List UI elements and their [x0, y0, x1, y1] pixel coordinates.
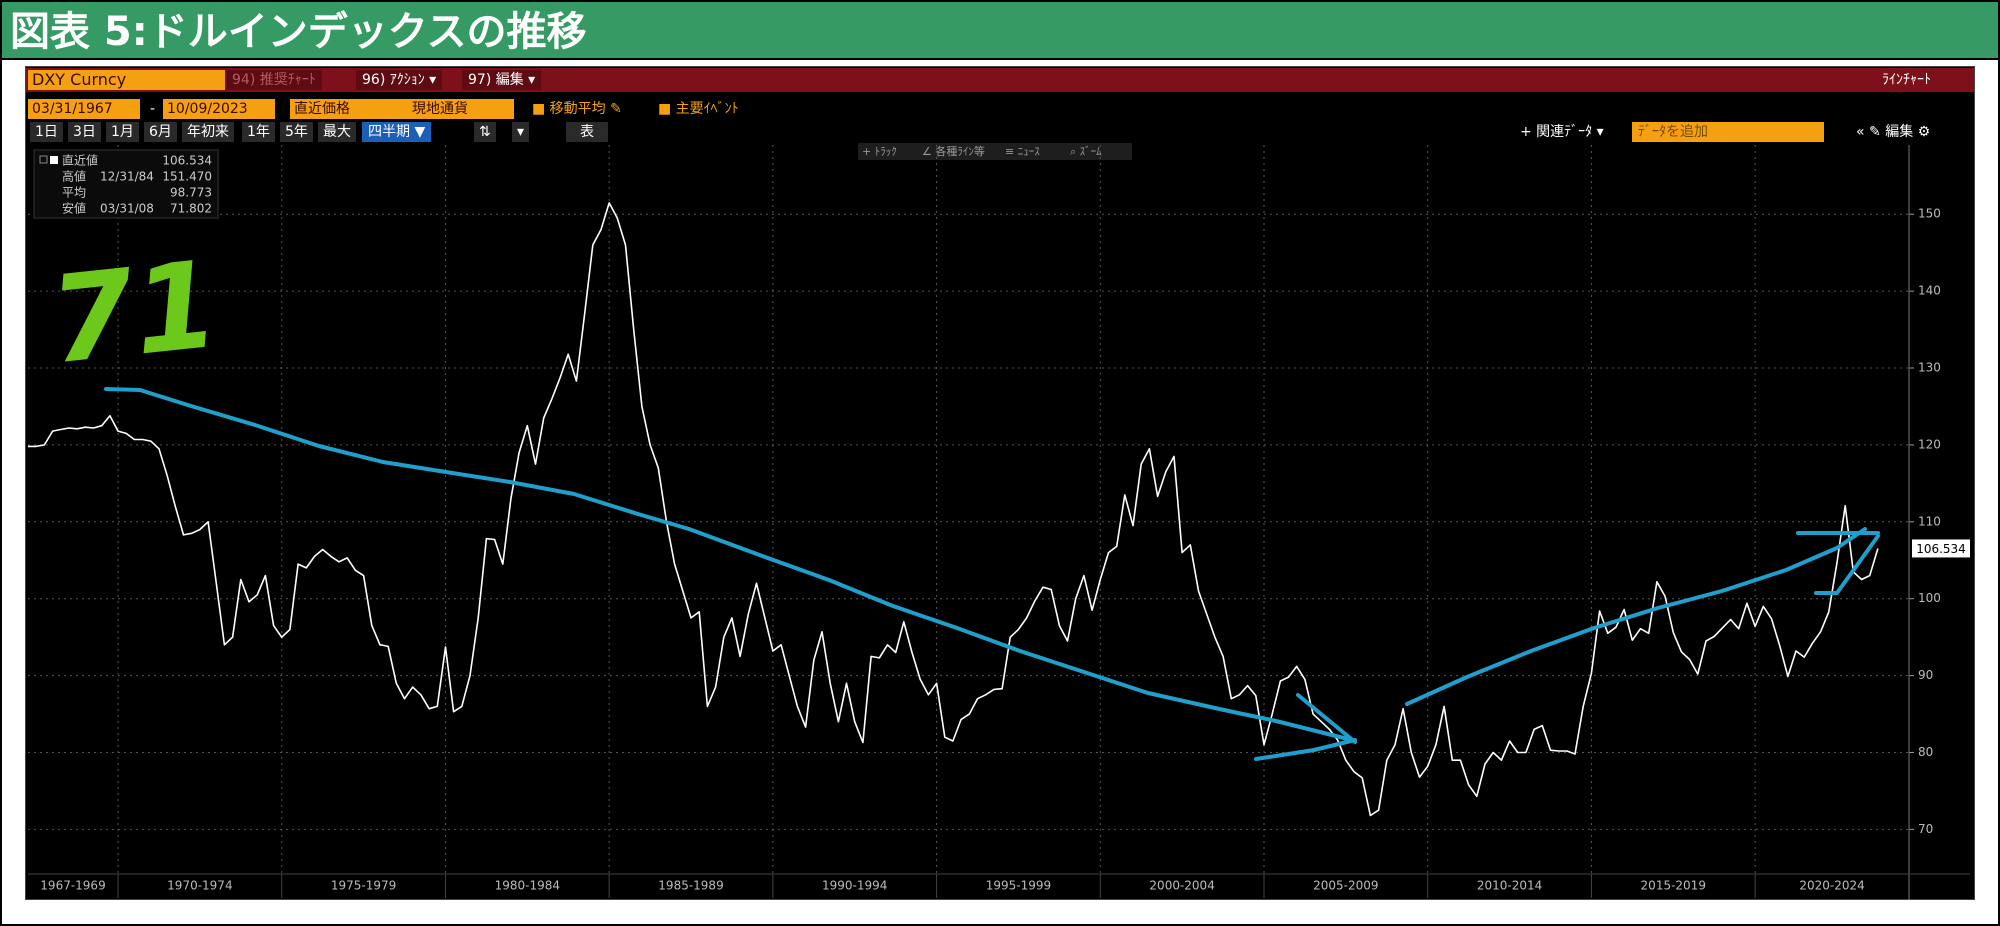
stat-date: 03/31/08 [100, 202, 154, 216]
period[interactable]: 1月 [106, 122, 139, 142]
stats-swatch [50, 156, 58, 164]
period[interactable]: 1年 [242, 122, 275, 142]
stat-value: 71.802 [170, 202, 212, 216]
x-tick-label: 1985-1989 [658, 879, 723, 893]
currency-field[interactable]: 現地通貨 [408, 99, 514, 119]
date-separator: - [150, 101, 156, 117]
header: 図表 5:ドルインデックスの推移 [2, 2, 1998, 60]
last-value-label: 106.534 [1916, 542, 1966, 556]
stats-toggle[interactable] [39, 155, 48, 164]
moving-average[interactable]: ■ 移動平均 ✎ [532, 101, 622, 117]
stat-label: 直近値 [62, 153, 98, 168]
x-tick-label: 1990-1994 [822, 879, 887, 893]
y-tick-label: 90 [1918, 668, 1933, 682]
stat-value: 151.470 [162, 170, 212, 184]
stat-value: 106.534 [162, 154, 212, 168]
tool[interactable]: ∠ 各種ﾗｲﾝ等 [922, 145, 985, 158]
chart-kind[interactable]: ﾗｲﾝﾁｬｰﾄ [1882, 72, 1931, 88]
x-tick-label: 1967-1969 [40, 879, 105, 893]
y-tick-label: 120 [1918, 437, 1941, 451]
stat-label: 平均 [62, 186, 86, 200]
frequency[interactable]: 四半期 ▼ [362, 122, 432, 142]
tool[interactable]: + ﾄﾗｯｸ [862, 145, 897, 158]
stats-background [33, 149, 219, 219]
tool-strip [858, 143, 1132, 160]
table[interactable]: 表 [566, 122, 608, 142]
price-field[interactable]: 直近価格 [290, 99, 408, 119]
related-data[interactable]: + 関連ﾃﾞｰﾀ ▾ [1520, 124, 1604, 140]
x-tick-label: 1995-1999 [986, 879, 1051, 893]
tool[interactable]: ≡ ﾆｭｰｽ [1005, 145, 1040, 158]
period[interactable]: 5年 [280, 122, 313, 142]
y-tick-label: 110 [1918, 514, 1941, 528]
chart-panel [25, 66, 1975, 900]
x-tick-label: 1980-1984 [495, 879, 560, 893]
x-tick-label: 2000-2004 [1149, 879, 1214, 893]
stat-value: 98.773 [170, 186, 212, 200]
period[interactable]: 1日 [30, 122, 63, 142]
handwritten-annotation: 71 [44, 236, 225, 392]
start-date[interactable]: 03/31/1967 [28, 99, 140, 119]
action[interactable]: 94) 推奨ﾁｬｰﾄ [226, 70, 322, 90]
y-tick-label: 140 [1918, 284, 1941, 298]
add-data[interactable]: ﾃﾞｰﾀを追加 [1632, 122, 1824, 142]
period[interactable]: 最大 [318, 122, 356, 142]
x-tick-label: 2010-2014 [1477, 879, 1542, 893]
tool[interactable]: ⌕ ｽﾞｰﾑ [1070, 145, 1102, 158]
stat-label: 高値 [62, 169, 86, 184]
period[interactable]: 年初来 [182, 122, 234, 142]
end-date[interactable]: 10/09/2023 [163, 99, 275, 119]
ticker[interactable]: DXY Curncy [28, 70, 225, 90]
price-line [28, 202, 1879, 817]
trend-arrow [1296, 693, 1357, 744]
y-tick-label: 80 [1918, 745, 1933, 759]
action[interactable]: 97) 編集 ▾ [462, 70, 542, 90]
period[interactable]: 6月 [144, 122, 177, 142]
stats-box [33, 149, 219, 219]
y-tick-label: 70 [1918, 822, 1933, 836]
edit[interactable]: « ✎ 編集 ⚙ [1856, 124, 1931, 140]
y-tick-label: 100 [1918, 591, 1941, 605]
x-tick-label: 2005-2009 [1313, 879, 1378, 893]
stat-date: 12/31/84 [100, 170, 154, 184]
y-tick-label: 130 [1918, 361, 1941, 375]
more[interactable]: ▾ [512, 122, 530, 142]
x-tick-label: 1970-1974 [167, 879, 232, 893]
last-value-box [1912, 539, 1970, 558]
y-tick-label: 150 [1918, 207, 1941, 221]
trend-drawing [104, 387, 1880, 761]
trend-arrow [1814, 534, 1880, 595]
sort[interactable]: ⇅ [474, 122, 496, 142]
x-tick-label: 2015-2019 [1641, 879, 1706, 893]
period[interactable]: 3日 [68, 122, 101, 142]
trend-arrow [1254, 738, 1357, 761]
title-bar [26, 68, 1974, 92]
figure-title: 図表 5:ドルインデックスの推移 [10, 9, 587, 55]
trend-stroke [1405, 527, 1867, 706]
stat-label: 安値 [62, 201, 86, 216]
x-tick-label: 2020-2024 [1799, 879, 1864, 893]
x-tick-label: 1975-1979 [331, 879, 396, 893]
trend-stroke [104, 387, 1354, 742]
events[interactable]: ■ 主要ｲﾍﾞﾝﾄ [658, 101, 739, 117]
action[interactable]: 96) ｱｸｼｮﾝ ▾ [356, 70, 443, 90]
